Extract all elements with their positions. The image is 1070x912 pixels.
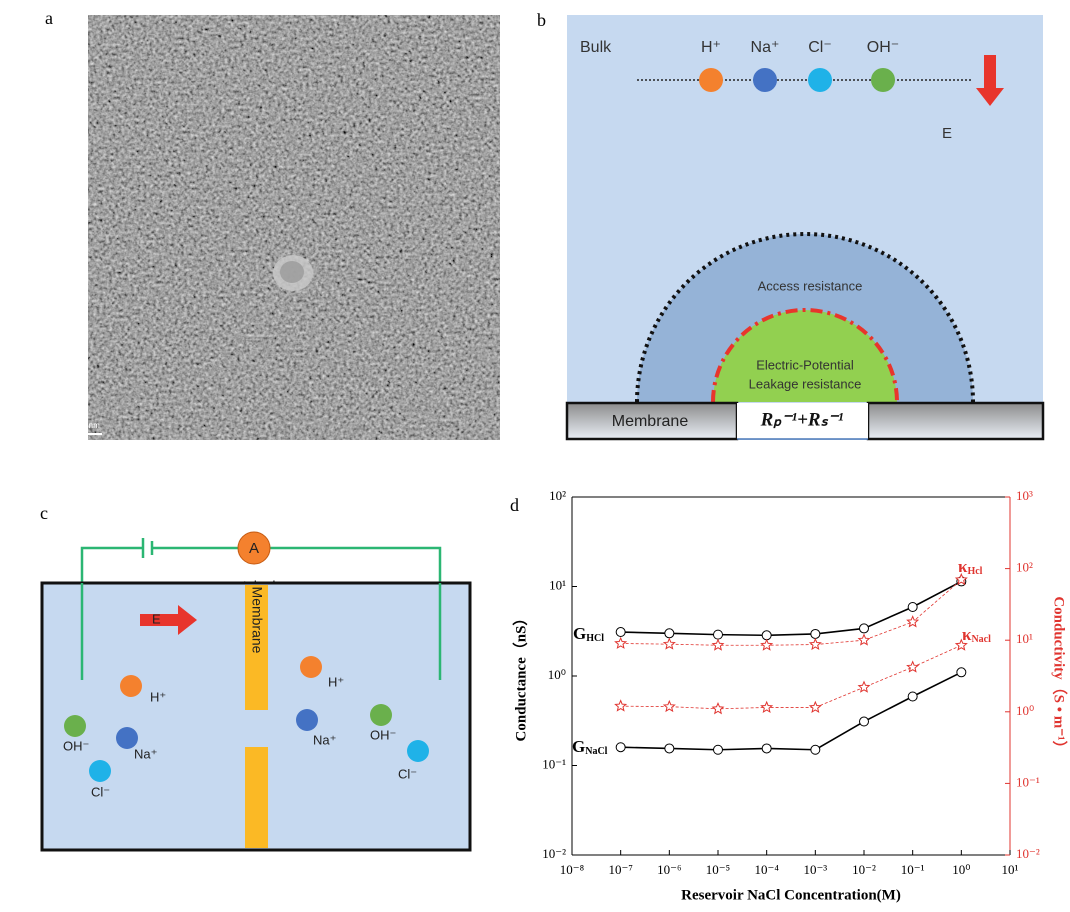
data-point: [761, 743, 772, 754]
x-tick-label: 10⁻⁴: [754, 862, 779, 877]
data-point: [857, 680, 871, 693]
data-point: [615, 742, 626, 753]
data-point: [906, 615, 920, 628]
series-line: [620, 644, 962, 710]
chart: 10⁻⁸ 10⁻⁷ 10⁻⁶ 10⁻⁵ 10⁻⁴ 10⁻³ 10⁻² 10⁻¹ 10⁰ 10¹10…: [511, 488, 1068, 903]
series-label: GNaCl: [572, 737, 608, 757]
series-line: [620, 671, 962, 751]
y-axis-label: Conductance（nS）: [511, 611, 529, 742]
y-tick-label: 10¹: [549, 577, 566, 592]
data-point: [810, 744, 821, 755]
y-tick-label: 10⁰: [548, 667, 566, 682]
tem-image: 2 nm: [82, 15, 500, 440]
x-tick-label: 10⁻⁸: [560, 862, 585, 877]
ion-label: H⁺: [328, 674, 344, 689]
ion-label: OH⁻: [867, 39, 899, 56]
data-point: [760, 638, 774, 651]
ion-label: Na⁺: [751, 39, 780, 56]
formula: Rₚ⁻¹+Rₛ⁻¹: [760, 409, 844, 430]
membrane-label: Membrane: [249, 587, 265, 654]
x-tick-label: 10⁻⁵: [706, 862, 730, 877]
series-line: [620, 580, 962, 637]
data-point: [857, 633, 871, 646]
panel-label: b: [537, 10, 546, 30]
data-point: [907, 691, 918, 702]
panel-label: d: [510, 495, 519, 515]
field-label: E: [152, 611, 161, 626]
x-tick-label: 10⁻²: [852, 862, 876, 877]
ion-label: OH⁻: [63, 738, 89, 753]
scale-bar-label: 2 nm: [82, 421, 100, 430]
ion-label: OH⁻: [370, 727, 396, 742]
y-tick-label: 10⁻²: [542, 846, 566, 861]
data-point: [711, 638, 725, 651]
data-point: [614, 699, 628, 712]
data-point: [808, 637, 822, 651]
ion-label: Na⁺: [134, 746, 157, 761]
data-point: [662, 637, 676, 650]
y2-axis-label: Conductivity（S • m⁻¹）: [1051, 596, 1069, 755]
x-axis-label: Reservoir NaCl Concentration(M): [681, 887, 901, 903]
x-tick-label: 10⁻⁶: [657, 862, 681, 877]
panel-label: a: [45, 8, 53, 28]
data-point: [907, 602, 918, 613]
data-point: [615, 627, 626, 638]
y-tick-label: 10⁻¹: [542, 756, 566, 771]
y2-tick-label: 10¹: [1016, 631, 1033, 646]
data-point: [664, 743, 675, 754]
data-point: [906, 660, 920, 673]
data-point: [761, 630, 772, 641]
x-tick-label: 10⁻¹: [901, 862, 925, 877]
y2-tick-label: 10³: [1016, 488, 1033, 503]
data-point: [810, 628, 821, 639]
series-label: κNacl: [962, 625, 991, 645]
data-point: [808, 700, 822, 713]
membrane-label: Membrane: [612, 413, 689, 430]
data-point: [711, 702, 725, 715]
series-label: GHCl: [573, 624, 604, 644]
ion-label: Cl⁻: [808, 39, 832, 56]
data-point: [954, 572, 968, 586]
data-point: [859, 716, 869, 727]
panel-b: Bulk H⁺ Na⁺ Cl⁻ OH⁻ E Access resistance …: [565, 15, 1045, 441]
data-point: [664, 628, 675, 639]
x-tick-label: 10¹: [1002, 862, 1019, 877]
series-label: κHcl: [958, 557, 983, 577]
leakage-label: Electric-Potential: [756, 357, 854, 372]
data-point: [662, 699, 676, 713]
series-line: [620, 579, 962, 646]
data-point: [713, 629, 723, 640]
bulk-label: Bulk: [580, 39, 612, 56]
x-tick-label: 10⁰: [952, 862, 970, 877]
data-point: [954, 638, 968, 651]
y2-tick-label: 10⁰: [1016, 703, 1034, 718]
ion-label: Cl⁻: [91, 784, 110, 799]
x-tick-label: 10⁻⁷: [608, 862, 632, 877]
access-label: Access resistance: [758, 278, 863, 293]
y2-tick-label: 10⁻²: [1016, 846, 1040, 861]
data-point: [956, 667, 967, 678]
leakage-label: Leakage resistance: [749, 376, 862, 391]
ion-label: H⁺: [150, 689, 166, 704]
panel-label: c: [40, 503, 48, 523]
field-label: E: [942, 125, 952, 142]
data-point: [859, 623, 869, 634]
panel-c: A patch clamp Membrane E H⁺ OH⁻ Na⁺ Cl⁻ …: [40, 531, 472, 852]
data-point: [713, 744, 723, 755]
y2-tick-label: 10²: [1016, 560, 1033, 575]
y2-tick-label: 10⁻¹: [1016, 774, 1040, 789]
ammeter-label: A: [249, 540, 259, 557]
y-tick-label: 10²: [549, 488, 566, 503]
x-tick-label: 10⁻³: [803, 862, 827, 877]
data-point: [760, 700, 774, 713]
ion-label: Cl⁻: [398, 766, 417, 781]
ion-label: H⁺: [701, 39, 721, 56]
data-point: [614, 636, 628, 649]
ion-label: Na⁺: [313, 732, 336, 747]
